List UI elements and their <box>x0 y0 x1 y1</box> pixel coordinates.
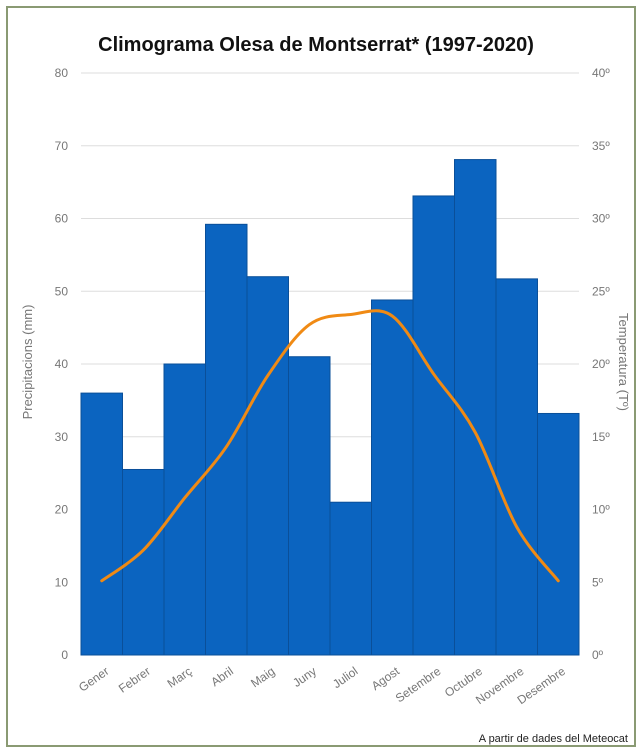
precipitation-bar <box>537 412 580 656</box>
precipitation-bar <box>495 278 538 656</box>
left-tick-label: 80 <box>55 66 69 80</box>
precipitation-bars <box>80 159 580 656</box>
precipitation-bar <box>288 356 331 656</box>
month-label: Febrer <box>116 664 153 696</box>
temperature-curve <box>100 309 560 583</box>
right-axis-ticks: 0º 5º 10º 15º 20º 25º 30º 35º 40º <box>592 66 610 662</box>
precipitation-bar <box>163 363 206 656</box>
precipitation-bar <box>454 159 497 656</box>
month-label: Setembre <box>393 664 444 705</box>
precipitation-bar <box>80 392 123 656</box>
source-note: A partir de dades del Meteocat <box>479 733 628 745</box>
precipitation-bar <box>246 276 289 656</box>
month-label: Gener <box>76 664 111 695</box>
month-label: Abril <box>208 664 236 689</box>
month-label: Agost <box>369 664 403 693</box>
left-tick-label: 40 <box>55 357 69 371</box>
right-tick-label: 20º <box>592 357 610 371</box>
left-tick-label: 0 <box>61 648 68 662</box>
left-tick-label: 70 <box>55 139 69 153</box>
right-tick-label: 25º <box>592 284 610 298</box>
right-tick-label: 0º <box>592 648 604 662</box>
month-label: Maig <box>248 664 277 690</box>
month-label: Juliol <box>330 664 360 691</box>
chart-title: Climograma Olesa de Montserrat* (1997-20… <box>98 34 534 56</box>
right-tick-label: 40º <box>592 66 610 80</box>
left-axis-label: Precipitacions (mm) <box>20 305 35 420</box>
left-axis-ticks: 0 10 20 30 40 50 60 70 80 <box>55 66 69 662</box>
left-tick-label: 30 <box>55 430 69 444</box>
month-labels: Gener Febrer Març Abril Maig Juny Juliol AgostS… <box>76 664 568 708</box>
precipitation-bar <box>329 501 372 656</box>
precipitation-bar <box>205 223 248 656</box>
temperature-line <box>100 309 560 583</box>
month-label: Juny <box>290 664 319 690</box>
right-tick-label: 10º <box>592 503 610 517</box>
right-tick-label: 30º <box>592 212 610 226</box>
left-tick-label: 50 <box>55 284 69 298</box>
left-tick-label: 60 <box>55 212 69 226</box>
chart-frame: Climograma Olesa de Montserrat* (1997-20… <box>6 6 636 747</box>
precipitation-bar <box>412 195 455 656</box>
left-tick-label: 10 <box>55 575 69 589</box>
climogram-chart: Climograma Olesa de Montserrat* (1997-20… <box>20 34 631 745</box>
left-tick-label: 20 <box>55 503 69 517</box>
right-tick-label: 15º <box>592 430 610 444</box>
month-label: Març <box>165 664 195 691</box>
precipitation-bar <box>371 299 414 656</box>
right-tick-label: 5º <box>592 575 604 589</box>
right-axis-label: Temperatura (Tº) <box>616 313 631 411</box>
right-tick-label: 35º <box>592 139 610 153</box>
